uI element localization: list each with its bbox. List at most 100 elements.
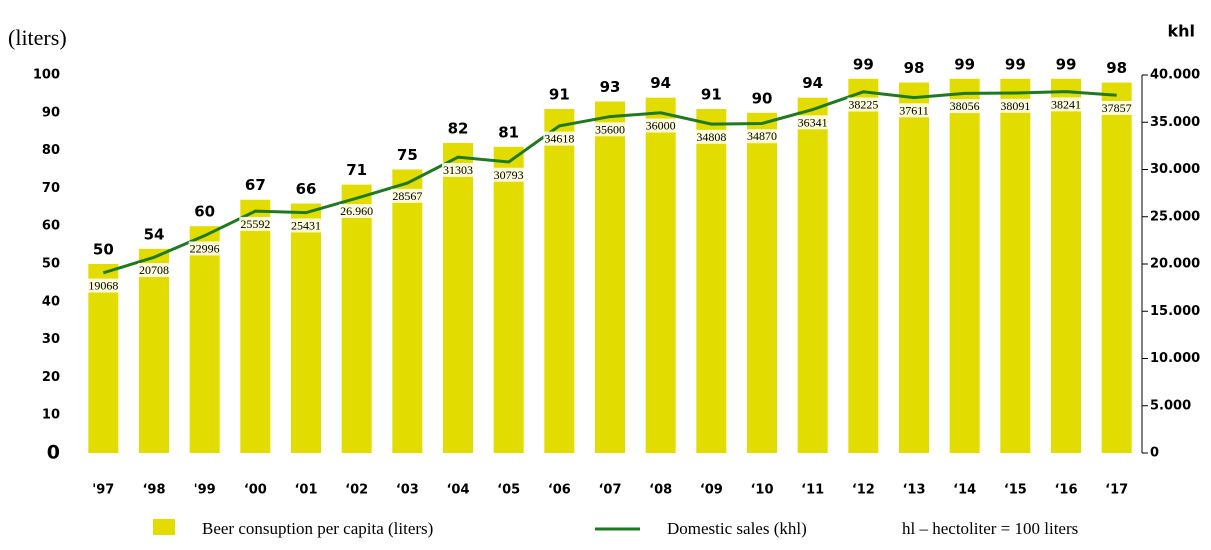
bar-value-label: 60 <box>194 203 215 221</box>
y2-tick-label: 30.000 <box>1150 162 1200 177</box>
line-value-label: 35600 <box>595 122 625 136</box>
line-value-label: 36341 <box>798 115 828 129</box>
line-value-label: 25592 <box>240 217 270 231</box>
y2-tick-label: 35.000 <box>1150 115 1200 130</box>
bar <box>544 109 575 454</box>
label-bg <box>339 203 375 218</box>
y-tick-label: 50 <box>42 257 60 272</box>
bar-value-label: 91 <box>701 86 722 104</box>
bar <box>1051 78 1081 453</box>
bar <box>645 97 676 454</box>
bar-value-label: 99 <box>1005 55 1026 73</box>
y-tick-label: 0 <box>47 442 60 464</box>
legend-swatch <box>153 519 175 535</box>
line-value-label: 26.960 <box>340 204 373 218</box>
line-value-label: 38091 <box>1000 99 1030 113</box>
bar-value-label: 91 <box>549 86 570 104</box>
x-tick-label: ‘03 <box>396 483 419 498</box>
bar <box>848 78 879 453</box>
label-bg <box>492 167 525 182</box>
bar-value-label: 90 <box>752 89 773 107</box>
y-tick-label: 70 <box>42 181 60 196</box>
bar <box>1000 78 1031 453</box>
bar-value-label: 99 <box>853 55 874 73</box>
x-tick-label: ‘17 <box>1105 483 1128 498</box>
line-value-label: 38225 <box>848 98 878 112</box>
y-axis-label: (liters) <box>8 25 67 50</box>
line-value-label: 36000 <box>646 119 676 133</box>
y2-tick-label: 5.000 <box>1150 398 1191 413</box>
bar-value-label: 67 <box>245 176 266 194</box>
label-bg <box>1100 101 1133 116</box>
bar-value-label: 50 <box>93 241 114 259</box>
y-tick-label: 30 <box>42 332 60 347</box>
note: hl – hectoliter = 100 liters <box>902 519 1078 538</box>
x-tick-label: ‘08 <box>649 483 672 498</box>
line-value-label: 31303 <box>443 163 473 177</box>
bar <box>899 82 929 453</box>
x-tick-label: ‘04 <box>446 483 469 498</box>
label-bg <box>898 103 930 118</box>
x-tick-label: ‘13 <box>902 483 925 498</box>
bar-value-label: 54 <box>144 225 165 243</box>
x-tick-label: ‘11 <box>801 483 824 498</box>
label-bg <box>138 263 170 278</box>
bar <box>189 226 220 453</box>
line-value-label: 37611 <box>899 103 929 117</box>
line-value-label: 28567 <box>392 189 422 203</box>
line-value-label: 37857 <box>1102 101 1132 115</box>
label-bg <box>847 97 880 112</box>
x-tick-label: ‘05 <box>497 483 520 498</box>
x-tick-label: '97 <box>92 483 114 498</box>
bar-value-label: 81 <box>498 123 519 141</box>
x-tick-label: '99 <box>194 483 216 498</box>
y2-tick-label: 15.000 <box>1150 304 1200 319</box>
y-tick-label: 10 <box>42 408 60 423</box>
bar <box>696 109 727 454</box>
line-value-label: 38241 <box>1051 97 1081 111</box>
bar-value-label: 66 <box>296 180 317 198</box>
label-bg <box>1050 97 1082 112</box>
label-bg <box>239 216 272 231</box>
y2-tick-label: 25.000 <box>1150 209 1200 224</box>
line-value-label: 20708 <box>139 263 169 277</box>
line-value-label: 34808 <box>696 130 726 144</box>
label-bg <box>644 118 677 133</box>
x-tick-label: ‘98 <box>142 483 165 498</box>
bar-value-label: 82 <box>448 120 469 138</box>
x-tick-label: ‘16 <box>1054 483 1077 498</box>
bar <box>240 199 271 453</box>
x-tick-label: ‘10 <box>750 483 773 498</box>
line-value-label: 19068 <box>88 279 118 293</box>
bar <box>392 169 423 453</box>
y-tick-label: 100 <box>33 68 60 83</box>
label-bg <box>87 278 120 293</box>
bar-value-label: 99 <box>1056 55 1077 73</box>
bar <box>747 112 777 454</box>
bar <box>1101 82 1132 453</box>
bar <box>595 101 625 454</box>
bar-value-label: 94 <box>650 74 671 92</box>
label-bg <box>290 218 322 233</box>
y-tick-label: 60 <box>42 219 60 234</box>
line-value-label: 34618 <box>544 132 574 146</box>
bar <box>493 146 524 453</box>
bar <box>88 264 119 453</box>
bar-value-label: 99 <box>954 55 975 73</box>
x-tick-label: ‘01 <box>294 483 317 498</box>
bar-value-label: 98 <box>904 59 925 77</box>
x-tick-label: ‘07 <box>598 483 621 498</box>
x-tick-label: ‘06 <box>548 483 571 498</box>
bar <box>291 203 321 453</box>
bar <box>949 78 980 453</box>
label-bg <box>594 122 626 137</box>
y-tick-label: 40 <box>42 294 60 309</box>
bar <box>443 143 473 454</box>
label-bg <box>999 98 1032 113</box>
y-tick-label: 20 <box>42 370 60 385</box>
label-bg <box>695 129 728 144</box>
label-bg <box>188 241 221 256</box>
bar <box>341 184 372 453</box>
x-tick-label: ‘02 <box>345 483 368 498</box>
